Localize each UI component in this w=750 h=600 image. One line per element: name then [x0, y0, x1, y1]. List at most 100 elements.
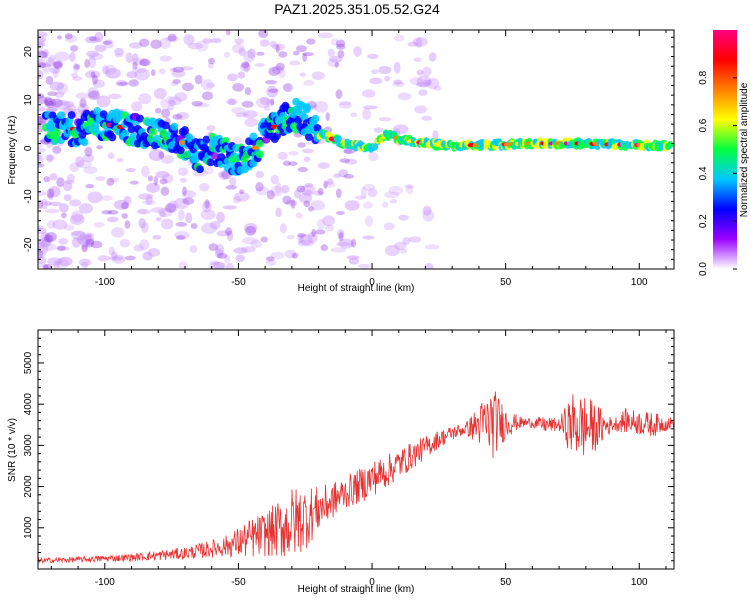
noise-blob: [266, 85, 278, 98]
noise-blob: [138, 217, 146, 229]
noise-blob: [47, 257, 63, 266]
noise-blob: [137, 208, 148, 215]
noise-blob: [343, 148, 356, 154]
noise-blob: [268, 66, 281, 76]
noise-blob: [125, 167, 136, 173]
noise-blob: [255, 97, 271, 108]
noise-blob: [128, 79, 139, 87]
noise-blob: [190, 223, 198, 230]
noise-blob: [54, 91, 65, 98]
noise-blob: [138, 193, 154, 200]
noise-blob: [45, 75, 54, 85]
noise-blob: [415, 37, 423, 48]
noise-blob: [290, 199, 296, 209]
snr-series-line: [37, 391, 674, 565]
noise-blob: [167, 100, 177, 107]
x-tick-label: 50: [500, 577, 512, 588]
y-tick-label: -10: [23, 189, 34, 204]
y-tick-label: 0: [23, 145, 34, 151]
spectrogram-y-label: Frequency (Hz): [7, 116, 18, 185]
noise-blob: [104, 68, 121, 79]
noise-blob: [167, 33, 177, 42]
noise-blob: [42, 61, 52, 74]
noise-blob: [70, 231, 86, 236]
noise-blob: [303, 79, 315, 87]
noise-blob: [88, 90, 100, 101]
y-tick-label: 5000: [23, 351, 34, 374]
noise-blob: [422, 79, 432, 86]
noise-blob: [412, 36, 428, 47]
noise-blob: [208, 243, 219, 251]
noise-blob: [333, 173, 341, 178]
noise-blob: [76, 160, 93, 169]
noise-blob: [44, 234, 54, 243]
noise-blob: [165, 203, 177, 213]
noise-blob: [282, 195, 292, 205]
noise-blob: [432, 130, 439, 140]
noise-blob: [314, 100, 329, 113]
noise-blob: [153, 176, 159, 186]
noise-blob: [232, 82, 245, 92]
noise-blob: [38, 227, 47, 235]
noise-blob: [413, 57, 422, 63]
noise-blob: [200, 209, 216, 220]
noise-blob: [337, 50, 345, 59]
spectrum-blob: [202, 135, 211, 144]
noise-blob: [42, 49, 49, 59]
noise-blob: [265, 80, 277, 85]
noise-blob: [54, 51, 70, 62]
noise-blob: [49, 173, 58, 181]
noise-blob: [362, 183, 376, 191]
noise-blob: [382, 201, 389, 208]
noise-blob: [317, 32, 334, 39]
noise-blob: [153, 87, 167, 100]
noise-blob: [84, 35, 100, 44]
x-tick-label: 0: [369, 577, 375, 588]
noise-blob: [43, 264, 49, 269]
noise-blob: [38, 143, 43, 149]
noise-blob: [329, 55, 343, 63]
y-tick-label: 10: [23, 94, 34, 106]
noise-blob: [344, 158, 358, 165]
noise-blob: [84, 58, 90, 68]
noise-blob: [270, 251, 285, 260]
noise-blob: [165, 35, 179, 42]
noise-blob: [38, 240, 46, 250]
noise-blob: [46, 154, 53, 163]
noise-blob: [258, 30, 269, 39]
noise-blob: [405, 185, 414, 195]
noise-blob: [43, 201, 52, 206]
noise-blob: [38, 92, 44, 99]
noise-blob: [67, 104, 77, 114]
spectrum-blob: [180, 126, 189, 135]
noise-blob: [177, 209, 185, 221]
noise-blob: [297, 233, 306, 238]
noise-blob: [244, 222, 258, 234]
spectrum-blob: [148, 127, 157, 136]
noise-blob: [255, 182, 264, 192]
noise-blob: [426, 77, 440, 90]
noise-blob: [279, 223, 287, 234]
noise-blob: [334, 62, 339, 68]
noise-blob: [81, 244, 88, 253]
noise-blob: [139, 239, 150, 251]
noise-blob: [97, 255, 110, 262]
noise-blob: [313, 190, 324, 196]
snr-x-label: Height of straight line (km): [298, 584, 415, 595]
noise-blob: [114, 53, 124, 58]
noise-blob: [260, 236, 268, 243]
noise-blob: [337, 229, 345, 239]
noise-blob: [158, 207, 173, 218]
noise-blob: [343, 174, 355, 179]
y-tick-label: -20: [23, 237, 34, 252]
noise-blob: [128, 42, 143, 49]
snr-y-axis: 1000 2000 3000 4000 5000: [23, 329, 674, 570]
noise-blob: [155, 170, 170, 179]
noise-blob: [38, 58, 46, 66]
noise-blob: [94, 44, 107, 52]
x-tick-label: -100: [95, 277, 115, 288]
noise-blob: [200, 79, 214, 91]
noise-blob: [353, 46, 362, 57]
noise-blob: [88, 53, 104, 61]
noise-blob: [282, 160, 291, 167]
